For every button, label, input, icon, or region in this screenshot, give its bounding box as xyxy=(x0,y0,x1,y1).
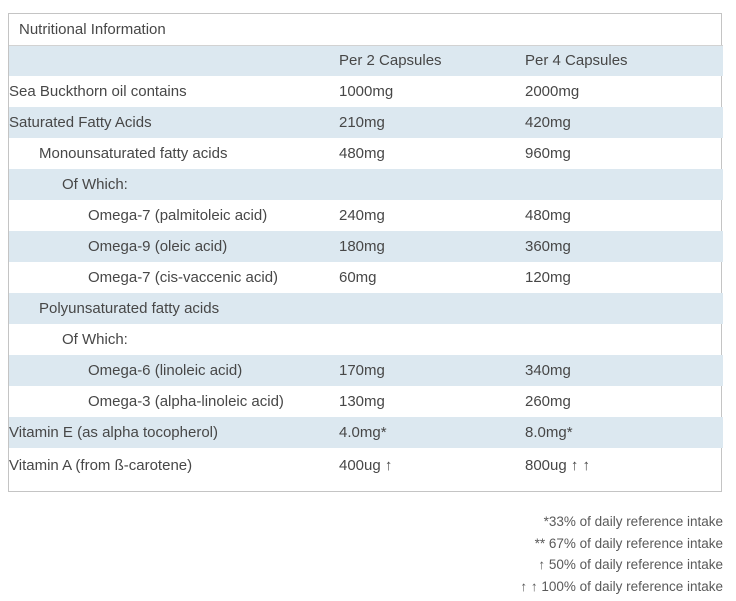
row-label: Monounsaturated fatty acids xyxy=(39,145,228,162)
table-row: Saturated Fatty Acids 210mg 420mg xyxy=(9,107,724,138)
table-row: Vitamin A (from ß-carotene) 400ug ↑ 800u… xyxy=(9,448,723,491)
column-header-per-2-capsules: Per 2 Capsules xyxy=(339,45,525,76)
value-per-2: 170mg xyxy=(339,355,525,386)
column-header-per-4-capsules: Per 4 Capsules xyxy=(525,45,724,76)
value-per-2: 480mg xyxy=(339,145,385,162)
value-per-4: 800ug ↑ ↑ xyxy=(525,456,591,474)
table-row: Omega-6 (linoleic acid) 170mg 340mg xyxy=(9,355,724,386)
table-row: Omega-9 (oleic acid) 180mg 360mg xyxy=(9,231,724,262)
table-row: Monounsaturated fatty acids 480mg 960mg xyxy=(9,138,723,169)
value-per-2: 240mg xyxy=(339,207,385,224)
value-per-2: 60mg xyxy=(339,269,377,286)
table-row: Omega-7 (palmitoleic acid) 240mg 480mg xyxy=(9,200,723,231)
table-title: Nutritional Information xyxy=(9,14,724,46)
value-per-2: 210mg xyxy=(339,107,525,138)
row-label: Vitamin A (from ß-carotene) xyxy=(9,456,193,474)
table-title-row: Nutritional Information xyxy=(9,14,724,46)
table-row: Of Which: xyxy=(9,169,724,200)
value-per-4: 420mg xyxy=(525,107,724,138)
row-label: Omega-7 (palmitoleic acid) xyxy=(88,207,268,224)
table-row: Sea Buckthorn oil contains 1000mg 2000mg xyxy=(9,76,723,107)
row-label: Polyunsaturated fatty acids xyxy=(9,293,339,324)
footnote: ↑ ↑ 100% of daily reference intake xyxy=(520,578,723,594)
row-label: Saturated Fatty Acids xyxy=(9,107,339,138)
value-per-2 xyxy=(339,293,525,324)
footnote: *33% of daily reference intake xyxy=(543,514,723,529)
column-header-blank xyxy=(9,45,339,76)
value-per-4: 480mg xyxy=(525,207,571,224)
row-label: Omega-9 (oleic acid) xyxy=(9,231,339,262)
value-per-2: 400ug ↑ xyxy=(339,456,393,474)
table-row: Of Which: xyxy=(9,324,723,355)
value-per-4 xyxy=(525,324,723,355)
value-per-2 xyxy=(339,324,525,355)
column-header-row: Per 2 Capsules Per 4 Capsules xyxy=(9,45,724,76)
value-per-4: 340mg xyxy=(525,355,724,386)
nutrition-table-grid: Nutritional Information Per 2 Capsules P… xyxy=(9,14,724,491)
row-label: Sea Buckthorn oil contains xyxy=(9,83,187,100)
row-label: Vitamin E (as alpha tocopherol) xyxy=(9,417,339,448)
table-row: Omega-3 (alpha-linoleic acid) 130mg 260m… xyxy=(9,386,723,417)
footnote: ↑ 50% of daily reference intake xyxy=(538,557,723,572)
table-row: Omega-7 (cis-vaccenic acid) 60mg 120mg xyxy=(9,262,723,293)
value-per-4: 360mg xyxy=(525,231,724,262)
row-label: Of Which: xyxy=(9,169,339,200)
value-per-2: 130mg xyxy=(339,393,385,410)
row-label: Omega-6 (linoleic acid) xyxy=(9,355,339,386)
value-per-4: 260mg xyxy=(525,393,571,410)
value-per-2: 180mg xyxy=(339,231,525,262)
value-per-4 xyxy=(525,293,724,324)
value-per-4: 8.0mg* xyxy=(525,417,724,448)
nutrition-table: Nutritional Information Per 2 Capsules P… xyxy=(8,13,724,492)
footnote: ** 67% of daily reference intake xyxy=(534,535,723,551)
value-per-2: 4.0mg* xyxy=(339,417,525,448)
value-per-4: 960mg xyxy=(525,145,571,162)
row-label: Omega-3 (alpha-linoleic acid) xyxy=(88,393,284,410)
value-per-4: 2000mg xyxy=(525,83,580,100)
row-label: Omega-7 (cis-vaccenic acid) xyxy=(88,269,279,286)
table-row: Polyunsaturated fatty acids xyxy=(9,293,724,324)
footnotes: *33% of daily reference intake ** 67% of… xyxy=(520,511,723,597)
value-per-4 xyxy=(525,169,724,200)
value-per-2: 1000mg xyxy=(339,83,394,100)
value-per-2 xyxy=(339,169,525,200)
row-label: Of Which: xyxy=(62,331,128,348)
table-row: Vitamin E (as alpha tocopherol) 4.0mg* 8… xyxy=(9,417,724,448)
value-per-4: 120mg xyxy=(525,269,571,286)
